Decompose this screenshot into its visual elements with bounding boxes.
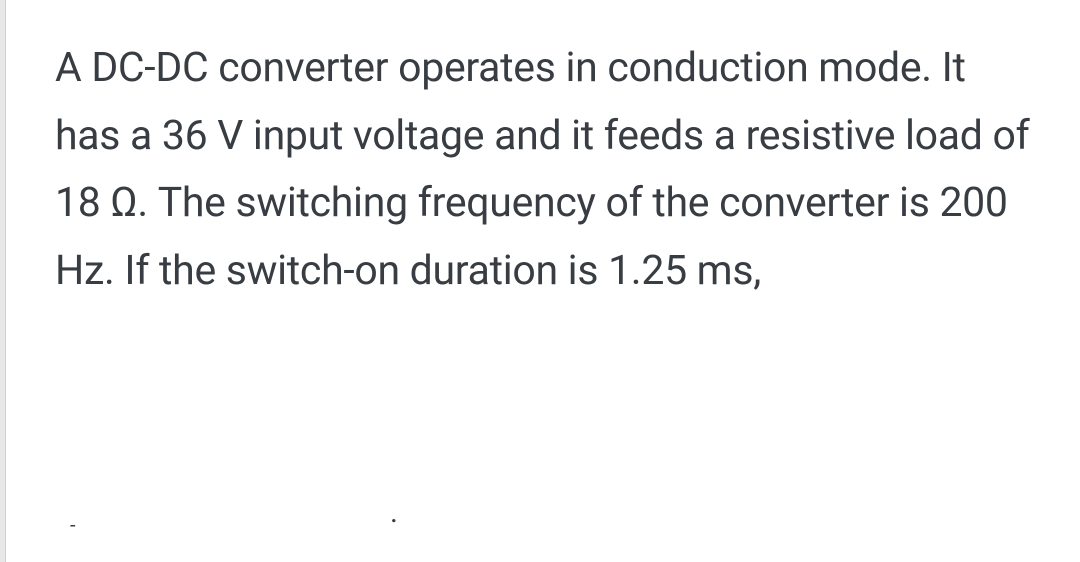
- left-border-edge: [0, 0, 6, 562]
- trailing-mark: -: [70, 513, 76, 537]
- question-container: A DC-DC converter operates in conduction…: [0, 0, 1080, 341]
- trailing-dot: .: [390, 495, 398, 530]
- question-paragraph: A DC-DC converter operates in conduction…: [55, 35, 1030, 306]
